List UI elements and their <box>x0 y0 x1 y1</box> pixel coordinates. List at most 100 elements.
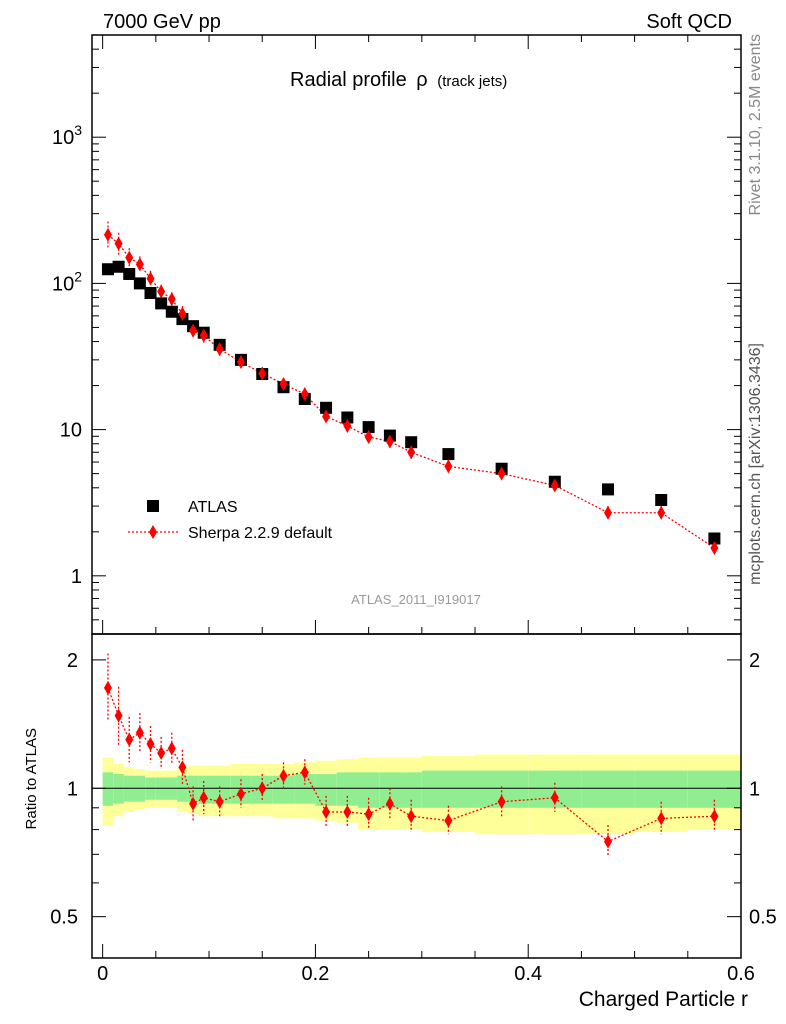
stat-uncertainty-band <box>687 770 741 808</box>
sherpa-point <box>103 227 112 242</box>
stat-uncertainty-band <box>272 775 295 804</box>
y-tick-label: 102 <box>52 268 82 295</box>
ratio-point <box>364 807 373 822</box>
ratio-point <box>385 796 394 811</box>
rivet-label: Rivet 3.1.10, 2.5M events <box>747 34 764 215</box>
stat-uncertainty-band <box>102 772 114 806</box>
ratio-point <box>407 809 416 824</box>
sherpa-point <box>146 271 155 286</box>
ratio-point <box>258 781 267 796</box>
ratio-point <box>710 809 719 824</box>
header-left: 7000 GeV pp <box>103 11 221 33</box>
ratio-point <box>199 790 208 805</box>
y-tick-label: 10 <box>60 420 82 442</box>
ratio-point <box>178 760 187 775</box>
stat-uncertainty-band <box>113 774 124 804</box>
ratio-line <box>107 687 715 843</box>
sherpa-point <box>407 445 416 460</box>
ratio-point <box>444 813 453 828</box>
ratio-point <box>604 834 613 849</box>
sherpa-point <box>114 236 123 251</box>
sherpa-point <box>167 292 176 307</box>
sherpa-point <box>178 306 187 321</box>
sherpa-point <box>300 387 309 402</box>
atlas-point <box>144 286 157 299</box>
y-tick-label: 1 <box>71 566 82 588</box>
sherpa-point <box>157 284 166 299</box>
main-title-suffix: (track jets) <box>437 73 507 90</box>
stat-uncertainty-band <box>294 774 316 804</box>
atlas-point <box>362 421 375 434</box>
sherpa-point <box>385 434 394 449</box>
atlas-point <box>708 532 721 545</box>
sherpa-point <box>657 505 666 520</box>
atlas-point <box>133 277 146 290</box>
sherpa-point <box>236 355 245 370</box>
main-panel: 1 10 102 103 <box>52 34 742 635</box>
watermark: ATLAS_2011_I919017 <box>351 592 481 607</box>
stat-uncertainty-band <box>421 770 476 808</box>
ratio-y-tick-label: 1 <box>67 778 78 800</box>
sherpa-point <box>444 459 453 474</box>
main-frame <box>91 34 742 635</box>
legend-sherpa-marker <box>149 525 157 539</box>
sherpa-point <box>364 430 373 445</box>
ratio-point <box>550 790 559 805</box>
ratio-point <box>103 680 112 695</box>
sherpa-point <box>322 409 331 424</box>
atlas-point <box>341 411 354 424</box>
atlas-point <box>602 483 615 496</box>
atlas-point <box>655 494 668 507</box>
legend-atlas-marker <box>147 500 159 512</box>
legend-sherpa-label: Sherpa 2.2.9 default <box>188 525 333 542</box>
x-tick-label: 0 <box>97 963 108 985</box>
sherpa-point <box>710 540 719 555</box>
sherpa-point <box>125 250 134 265</box>
ratio-point <box>300 765 309 780</box>
x-tick-label: 0.2 <box>302 963 330 985</box>
ratio-ylabel: Ratio to ATLAS <box>23 728 40 829</box>
x-tick-label: 0.6 <box>727 963 755 985</box>
atlas-point <box>405 436 418 449</box>
ratio-point <box>215 794 224 809</box>
stat-uncertainty-band <box>357 772 380 808</box>
stat-uncertainty-band <box>400 772 422 808</box>
mcplots-label: mcplots.cern.ch [arXiv:1306.3436] <box>747 343 764 585</box>
main-title: Radial profile ρ (track jets) <box>290 69 507 91</box>
ratio-point <box>146 737 155 752</box>
ratio-y-tick-label-right: 1 <box>749 778 760 800</box>
sherpa-point <box>258 366 267 381</box>
stat-uncertainty-band <box>315 774 337 806</box>
atlas-point <box>112 260 125 273</box>
stat-uncertainty-band <box>209 775 231 804</box>
legend-atlas-label: ATLAS <box>188 499 238 516</box>
ratio-point <box>125 732 134 747</box>
stat-uncertainty-band <box>336 772 358 806</box>
ratio-y-tick-label-right: 2 <box>749 650 760 672</box>
stat-uncertainty-band <box>634 770 688 808</box>
sherpa-point <box>604 505 613 520</box>
ratio-point <box>236 786 245 801</box>
atlas-point <box>442 448 455 461</box>
sherpa-point <box>189 323 198 338</box>
ratio-point <box>167 741 176 756</box>
atlas-point <box>155 297 168 310</box>
legend: ATLAS Sherpa 2.2.9 default <box>128 499 333 542</box>
ratio-y-tick-label: 2 <box>67 650 78 672</box>
sherpa-point <box>199 328 208 343</box>
y-tick-label: 103 <box>52 122 82 149</box>
sherpa-point <box>343 418 352 433</box>
main-title-text: Radial profile <box>290 69 407 91</box>
atlas-point <box>123 267 136 280</box>
ratio-point <box>497 794 506 809</box>
sherpa-point <box>279 377 288 392</box>
ratio-y-tick-label: 0.5 <box>50 907 78 929</box>
ratio-point <box>657 811 666 826</box>
atlas-point <box>101 263 114 276</box>
ratio-point <box>114 708 123 723</box>
x-axis-label: Charged Particle r <box>579 988 748 1011</box>
sherpa-point <box>135 257 144 272</box>
ratio-y-tick-label-right: 0.5 <box>749 907 777 929</box>
x-tick-label: 0.4 <box>514 963 542 985</box>
